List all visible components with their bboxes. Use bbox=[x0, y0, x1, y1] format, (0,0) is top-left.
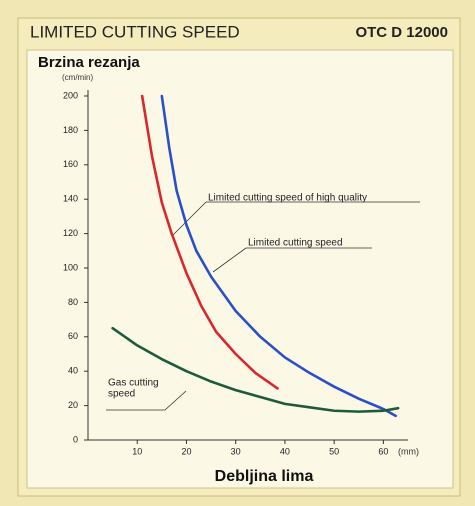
x-tick-label: 30 bbox=[231, 446, 241, 456]
y-tick-label: 100 bbox=[63, 262, 78, 272]
series-label: Gas cutting bbox=[108, 378, 159, 389]
series-line bbox=[111, 326, 400, 413]
plot-panel bbox=[26, 49, 454, 489]
x-tick-label: 50 bbox=[329, 446, 339, 456]
series-label: Limited cutting speed of high quality bbox=[208, 193, 367, 204]
y-tick-label: 80 bbox=[68, 297, 78, 307]
y-tick-label: 0 bbox=[73, 434, 78, 444]
y-tick-label: 120 bbox=[63, 228, 78, 238]
chart-subtitle: OTC D 12000 bbox=[355, 24, 448, 41]
series-label: speed bbox=[108, 389, 135, 400]
y-tick-label: 40 bbox=[68, 366, 78, 376]
x-tick-label: 10 bbox=[132, 446, 142, 456]
x-axis-unit: (mm) bbox=[398, 446, 419, 456]
chart-title: LIMITED CUTTING SPEED bbox=[30, 22, 240, 41]
y-axis-unit: (cm/min) bbox=[62, 73, 93, 82]
x-axis-label: Debljina lima bbox=[215, 468, 314, 485]
x-tick-label: 40 bbox=[280, 446, 290, 456]
leader-line bbox=[212, 247, 247, 273]
leader-line bbox=[164, 390, 187, 411]
x-tick-label: 20 bbox=[181, 446, 191, 456]
series-line bbox=[140, 94, 279, 390]
y-tick-label: 200 bbox=[63, 90, 78, 100]
y-tick-label: 160 bbox=[63, 159, 78, 169]
series-line bbox=[160, 94, 397, 418]
y-axis-label: Brzina rezanja bbox=[38, 54, 140, 71]
y-tick-label: 60 bbox=[68, 331, 78, 341]
y-tick-label: 180 bbox=[63, 125, 78, 135]
series-label: Limited cutting speed bbox=[248, 238, 343, 249]
leader-line bbox=[171, 201, 207, 237]
y-tick-label: 20 bbox=[68, 400, 78, 410]
y-tick-label: 140 bbox=[63, 194, 78, 204]
x-tick-label: 60 bbox=[378, 446, 388, 456]
